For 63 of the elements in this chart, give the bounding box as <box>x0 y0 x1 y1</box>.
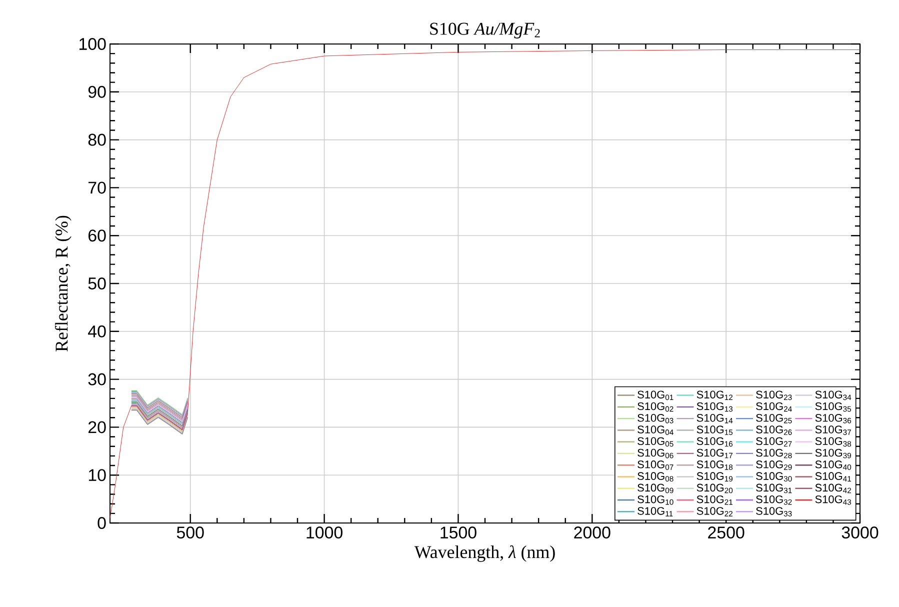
legend-label: S10G$_{26}$ <box>756 426 792 435</box>
y-tick-label: 30 <box>88 373 106 386</box>
legend-label: S10G$_{17}$ <box>696 448 732 458</box>
legend-label: S10G$_{32}$ <box>756 495 792 505</box>
legend-label: S10G$_{23}$ <box>756 390 792 400</box>
y-tick-label: 50 <box>88 278 106 290</box>
legend-label: S10G$_{33}$ <box>756 507 792 516</box>
legend-label: S10G$_{15}$ <box>696 426 733 435</box>
legend-label: S10G$_{14}$ <box>696 414 733 424</box>
legend-label: S10G$_{29}$ <box>756 460 792 470</box>
legend-label: S10G$_{35}$ <box>815 402 852 412</box>
legend-label: S10G$_{20}$ <box>696 484 733 494</box>
legend-label: S10G$_{22}$ <box>696 507 732 516</box>
legend-label: S10G$_{08}$ <box>638 472 674 482</box>
legend-label: S10G$_{13}$ <box>696 402 733 412</box>
y-tick-label: 90 <box>88 86 106 98</box>
x-tick-label: 500 <box>176 526 204 539</box>
legend-label: S10G$_{16}$ <box>696 437 733 447</box>
x-tick-label: 1000 <box>306 526 342 539</box>
legend-label: S10G$_{25}$ <box>756 414 792 424</box>
legend-label: S10G$_{30}$ <box>756 472 792 482</box>
x-axis-title: Wavelength, λ (nm) <box>414 545 555 562</box>
legend-label: S10G$_{28}$ <box>756 448 792 458</box>
legend-label: S10G$_{06}$ <box>638 448 674 458</box>
y-tick-label: 70 <box>88 182 106 194</box>
legend-label: S10G$_{21}$ <box>696 495 733 505</box>
legend-label: S10G$_{01}$ <box>638 390 674 400</box>
legend-label: S10G$_{09}$ <box>638 484 674 494</box>
legend-label: S10G$_{42}$ <box>815 484 851 494</box>
y-tick-label: 40 <box>88 325 106 338</box>
y-tick-label: 60 <box>88 230 106 242</box>
x-tick-label: 2000 <box>574 526 610 539</box>
legend-label: S10G$_{07}$ <box>638 460 674 470</box>
legend-label: S10G$_{05}$ <box>638 437 674 447</box>
legend-label: S10G$_{10}$ <box>638 495 674 505</box>
x-tick-label: 1500 <box>440 526 476 539</box>
legend-label: S10G$_{41}$ <box>815 472 851 482</box>
legend-label: S10G$_{31}$ <box>756 484 792 494</box>
y-tick-label: 0 <box>98 517 106 529</box>
x-tick-label: 3000 <box>842 526 878 539</box>
y-tick-label: 80 <box>88 134 106 146</box>
legend-label: S10G$_{18}$ <box>696 460 733 470</box>
legend-label: S10G$_{27}$ <box>756 437 792 447</box>
legend-label: S10G$_{39}$ <box>815 448 852 458</box>
legend-label: S10G$_{04}$ <box>638 426 674 435</box>
x-tick-label: 2500 <box>708 526 744 539</box>
legend-label: S10G$_{11}$ <box>638 507 673 516</box>
y-tick-label: 100 <box>80 38 106 50</box>
legend-label: S10G$_{02}$ <box>638 402 674 412</box>
legend-label: S10G$_{38}$ <box>815 437 852 447</box>
legend-label: S10G$_{03}$ <box>638 414 674 424</box>
legend-label: S10G$_{34}$ <box>815 390 852 400</box>
legend-label: S10G$_{12}$ <box>696 390 732 400</box>
legend-label: S10G$_{19}$ <box>696 472 733 482</box>
y-tick-label: 20 <box>88 421 106 434</box>
legend-label: S10G$_{37}$ <box>815 426 851 435</box>
legend-label: S10G$_{40}$ <box>815 460 852 470</box>
legend-label: S10G$_{24}$ <box>756 402 792 412</box>
legend-label: S10G$_{36}$ <box>815 414 852 424</box>
legend-label: S10G$_{43}$ <box>815 495 852 505</box>
y-tick-label: 10 <box>88 469 106 482</box>
y-axis-title: Reflectance, R (%) <box>54 216 72 352</box>
chart-title: S10G Au/MgF$_{2}$ <box>430 22 540 38</box>
